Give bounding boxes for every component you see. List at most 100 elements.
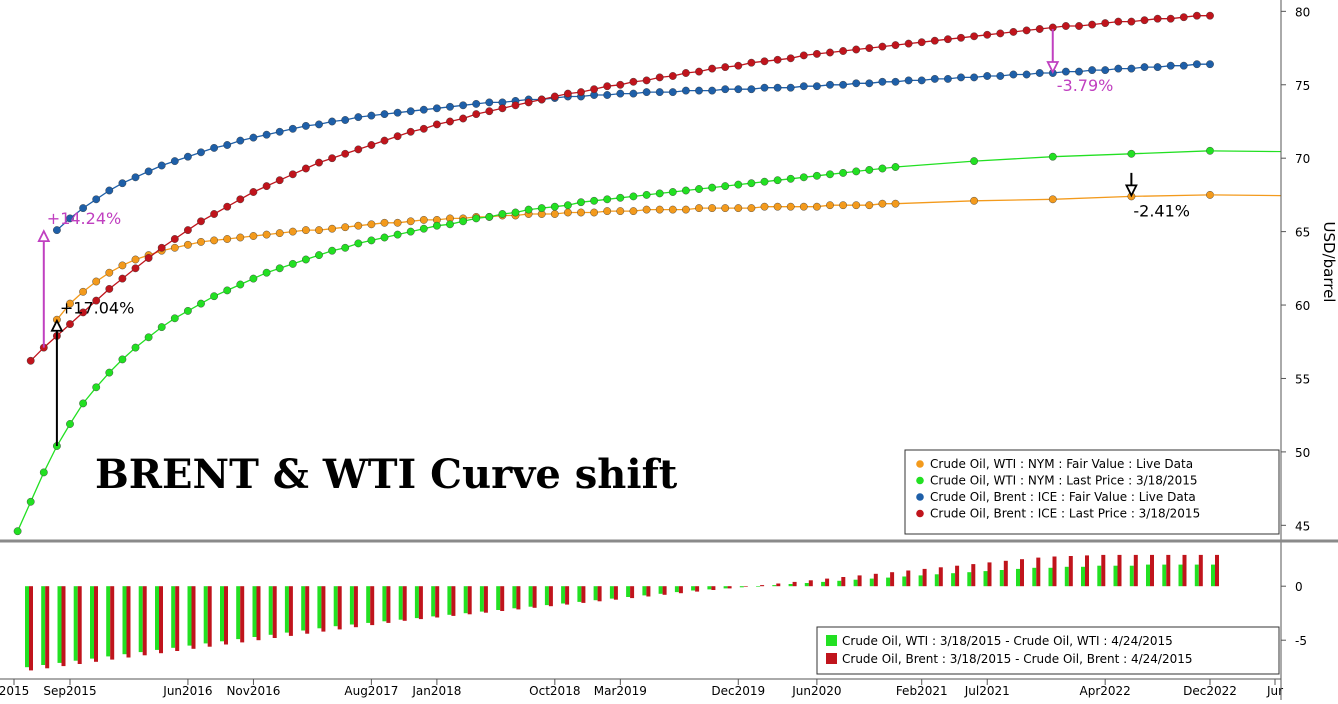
series-point-3 <box>26 356 35 365</box>
series-point-2 <box>996 72 1005 80</box>
series-point-1 <box>721 182 730 191</box>
legend-marker <box>916 509 924 518</box>
series-point-1 <box>472 214 481 223</box>
x-tick-label: Nov2016 <box>226 684 280 698</box>
y-tick-label: 55 <box>1295 372 1310 386</box>
series-point-3 <box>170 235 179 243</box>
series-point-3 <box>865 44 874 52</box>
diff-bar-0 <box>203 586 208 644</box>
diff-bar-1 <box>483 586 488 613</box>
series-point-2 <box>773 83 782 92</box>
series-point-2 <box>354 113 363 122</box>
series-point-3 <box>1140 16 1149 25</box>
series-point-3 <box>708 64 716 73</box>
series-point-0 <box>262 230 271 239</box>
series-point-3 <box>288 170 297 179</box>
series-point-3 <box>1009 27 1018 36</box>
series-point-1 <box>79 399 88 408</box>
series-point-1 <box>826 170 834 179</box>
diff-bar-0 <box>934 574 939 587</box>
series-point-3 <box>118 274 127 283</box>
series-point-2 <box>1088 66 1097 75</box>
series-point-3 <box>66 320 74 328</box>
series-point-2 <box>747 85 756 94</box>
series-point-2 <box>1179 61 1188 70</box>
diff-bar-1 <box>1003 560 1008 587</box>
series-point-0 <box>105 268 114 277</box>
diff-bar-1 <box>94 586 98 662</box>
series-point-2 <box>1206 60 1214 69</box>
series-point-3 <box>354 145 363 154</box>
series-point-1 <box>655 189 664 198</box>
series-point-3 <box>1088 20 1097 29</box>
legend-entry: Crude Oil, WTI : 3/18/2015 - Crude Oil, … <box>842 634 1173 648</box>
diff-bar-1 <box>467 586 472 615</box>
series-point-2 <box>249 133 258 142</box>
series-point-1 <box>275 264 284 273</box>
series-point-3 <box>197 217 205 226</box>
diff-bar-0 <box>1129 565 1134 587</box>
series-point-3 <box>249 188 258 196</box>
series-point-3 <box>1153 14 1162 23</box>
series-point-2 <box>1114 64 1123 73</box>
diff-bar-1 <box>987 562 992 587</box>
series-point-3 <box>944 35 952 44</box>
series-point-0 <box>616 207 625 216</box>
series-point-1 <box>315 251 323 260</box>
series-point-2 <box>760 83 769 92</box>
series-point-2 <box>236 136 245 145</box>
diff-bar-0 <box>1097 565 1102 587</box>
annotation-label: +14.24% <box>47 209 121 228</box>
diff-bar-1 <box>1198 554 1203 587</box>
series-point-2 <box>157 161 166 170</box>
x-tick-label: Dec2022 <box>1183 684 1237 698</box>
series-point-0 <box>419 215 428 224</box>
series-point-2 <box>616 89 625 98</box>
series-point-1 <box>577 198 585 207</box>
series-point-3 <box>734 61 743 70</box>
series-point-2 <box>118 179 127 188</box>
x-axis: 2015 Sep2015 Jun2016 Nov2016 Aug2017 Jan2018 O… <box>0 679 1283 698</box>
annotation-label: -3.79% <box>1057 76 1114 95</box>
diff-bar-1 <box>1215 554 1219 587</box>
legend-top-box <box>904 449 1280 535</box>
series-point-3 <box>432 120 441 129</box>
series-point-2 <box>891 77 900 86</box>
series-point-1 <box>590 196 598 205</box>
series-point-3 <box>92 296 101 305</box>
diff-bar-0 <box>723 586 728 589</box>
x-tick-label: Jul2021 <box>964 684 1010 698</box>
series-point-0 <box>734 204 743 213</box>
diff-bar-0 <box>999 570 1004 587</box>
series-point-3 <box>380 136 389 145</box>
series-point-0 <box>878 199 887 208</box>
series-point-0 <box>773 202 782 211</box>
series-point-2 <box>367 111 376 120</box>
series-point-1 <box>813 171 821 180</box>
diff-bar-0 <box>25 586 29 668</box>
series-point-1 <box>105 368 114 377</box>
series-point-3 <box>315 158 323 167</box>
series-point-1 <box>144 333 153 342</box>
series-point-3 <box>105 284 114 293</box>
series-point-2 <box>472 100 481 108</box>
diff-bar-0 <box>268 586 273 635</box>
diff-bar-0 <box>447 586 452 615</box>
bottom-panel: 0 -5 Crude Oil, WTI : 3/18/2015 - Crude Oi… <box>25 554 1307 675</box>
series-point-2 <box>957 73 965 82</box>
diff-bar-0 <box>983 571 988 587</box>
series-point-2 <box>210 143 219 152</box>
series-point-2 <box>144 167 153 176</box>
series-point-1 <box>13 527 22 536</box>
series-point-2 <box>79 204 88 213</box>
series-point-3 <box>996 29 1005 38</box>
series-point-1 <box>26 497 35 506</box>
series-point-2 <box>944 75 952 83</box>
series-point-2 <box>629 89 638 98</box>
series-point-2 <box>328 117 336 126</box>
series-point-1 <box>695 185 703 193</box>
diff-bar-1 <box>890 572 895 587</box>
diff-bar-0 <box>317 586 322 629</box>
diff-bar-1 <box>110 586 115 660</box>
